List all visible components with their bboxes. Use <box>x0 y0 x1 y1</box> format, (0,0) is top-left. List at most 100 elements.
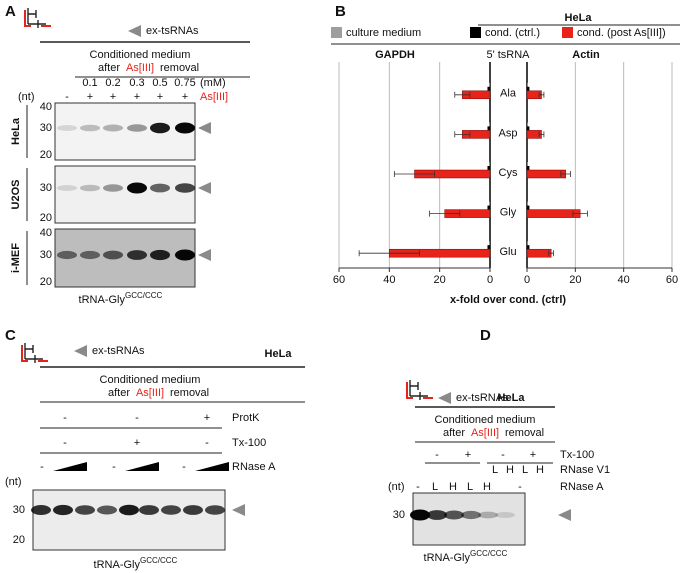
gel-band <box>75 505 95 515</box>
gel-band <box>103 184 123 192</box>
label: (nt) <box>5 476 22 488</box>
gel-band <box>53 504 73 516</box>
label: after <box>108 387 130 399</box>
label: tRNA-Gly <box>79 294 126 306</box>
legend-swatch <box>470 27 481 38</box>
bar <box>527 245 530 250</box>
label: + <box>110 91 116 103</box>
bar <box>487 205 490 210</box>
category-label: Cys <box>499 167 518 179</box>
error-bar <box>538 131 545 138</box>
x-axis-title: x-fold over cond. (ctrl) <box>450 294 566 306</box>
label: tRNA-Gly <box>94 559 141 571</box>
gel <box>54 228 196 288</box>
label: L <box>492 464 498 476</box>
gel-band <box>444 510 464 520</box>
marker-label: 40 <box>40 227 52 239</box>
gel-band <box>80 184 100 192</box>
error-bar <box>358 250 420 257</box>
legend-swatch <box>562 27 573 38</box>
category-label: Asp <box>499 127 518 139</box>
error-bar <box>538 91 545 98</box>
label: + <box>134 437 140 449</box>
error-bar <box>429 210 461 217</box>
x-tick-label: 20 <box>569 274 581 286</box>
label: 0.3 <box>129 77 144 89</box>
bar <box>489 201 490 206</box>
label: - <box>205 437 209 449</box>
arrowhead <box>198 122 211 134</box>
row-label: HeLa <box>10 117 22 145</box>
label: L <box>467 481 473 493</box>
label: removal <box>505 427 544 439</box>
gel-band <box>127 124 147 132</box>
x-tick-label: 20 <box>434 274 446 286</box>
marker-label: 30 <box>40 122 52 134</box>
legend-label: cond. (ctrl.) <box>485 27 540 39</box>
gel-band <box>31 505 51 515</box>
arrowhead <box>74 345 87 357</box>
label: (nt) <box>388 481 405 493</box>
label: + <box>530 449 536 461</box>
label: - <box>135 412 139 424</box>
label: HeLa <box>265 348 293 360</box>
chart-title: Actin <box>572 49 600 61</box>
label: H <box>483 481 491 493</box>
trna-icon <box>27 8 46 28</box>
gel-band <box>97 505 117 515</box>
marker-label: 40 <box>40 101 52 113</box>
error-bar <box>454 131 471 138</box>
label: - <box>63 412 67 424</box>
label: - <box>65 91 69 103</box>
marker-label: 20 <box>40 212 52 224</box>
gradient-wedge <box>53 462 87 471</box>
x-tick-label: 40 <box>383 274 395 286</box>
bar <box>526 209 581 218</box>
label: (mM) <box>200 77 226 89</box>
marker-label: 30 <box>13 504 25 516</box>
label: ex-tsRNAs <box>456 392 509 404</box>
marker-label: 20 <box>40 149 52 161</box>
label: after <box>98 62 120 74</box>
arrowhead <box>232 504 245 516</box>
gel-band <box>175 122 195 134</box>
label: ex-tsRNAs <box>146 25 199 37</box>
label: + <box>465 449 471 461</box>
x-tick-label: 60 <box>666 274 678 286</box>
label: - <box>112 461 116 473</box>
trna-icon-red <box>21 345 48 362</box>
label: GCC/CCC <box>140 556 178 565</box>
bar <box>487 86 490 91</box>
label: RNase A <box>560 481 604 493</box>
label: Conditioned medium <box>435 414 536 426</box>
label: + <box>134 91 140 103</box>
bar <box>527 86 530 91</box>
gel-band <box>161 505 181 515</box>
gel-band <box>183 505 203 515</box>
label: + <box>204 412 210 424</box>
label: 0.75 <box>174 77 195 89</box>
label: - <box>435 449 439 461</box>
gel-band <box>127 250 147 260</box>
gel-band <box>461 510 481 520</box>
x-tick-label: 0 <box>487 274 493 286</box>
label: As[III] <box>200 91 228 103</box>
marker-label: 30 <box>40 249 52 261</box>
gradient-wedge <box>125 462 159 471</box>
label: removal <box>160 62 199 74</box>
gel <box>54 165 196 224</box>
label: tRNA-Gly <box>424 552 471 564</box>
gel-band <box>150 183 170 193</box>
label: - <box>518 481 522 493</box>
label: RNase A <box>232 461 276 473</box>
x-tick-label: 0 <box>524 274 530 286</box>
label: GCC/CCC <box>125 291 163 300</box>
error-bar <box>393 171 436 177</box>
label: + <box>87 91 93 103</box>
label: after <box>443 427 465 439</box>
gel-band <box>410 509 430 521</box>
gel-band <box>103 250 123 260</box>
gel-band <box>57 125 77 131</box>
chart-title: GAPDH <box>375 49 415 61</box>
label: H <box>449 481 457 493</box>
